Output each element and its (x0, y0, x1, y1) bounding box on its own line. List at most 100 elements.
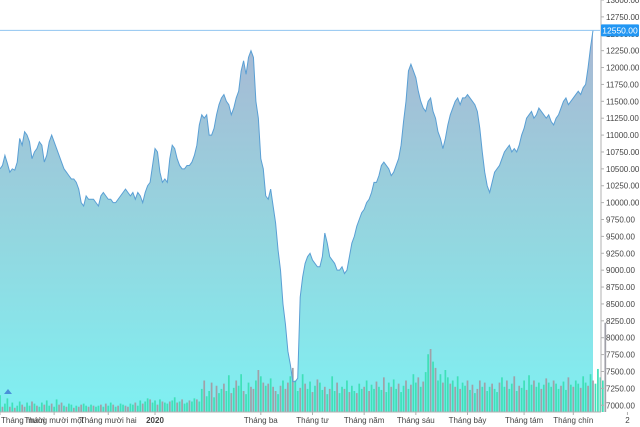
volume-bar (294, 380, 297, 412)
volume-bar (230, 393, 233, 412)
volume-bar (414, 382, 417, 412)
volume-bar (574, 380, 577, 412)
volume-bar (565, 389, 567, 412)
volume-bar (21, 404, 24, 412)
volume-bar (289, 376, 292, 412)
volume-bar (336, 382, 338, 412)
x-tick-label: Tháng mười một (24, 416, 84, 425)
volume-bar (390, 386, 393, 412)
volume-bar (63, 405, 65, 412)
volume-bar (314, 385, 316, 412)
volume-bar (109, 402, 112, 412)
volume-bar (87, 406, 90, 412)
y-tick-label: 7000.00 (606, 401, 635, 410)
volume-bar (200, 388, 203, 412)
volume-bar (545, 378, 548, 412)
volume-bar (392, 379, 395, 412)
volume-bar (491, 383, 493, 412)
volume-bar (471, 384, 474, 412)
volume-bar (161, 401, 164, 412)
y-tick-label: 11250.00 (606, 114, 639, 123)
volume-bar (144, 401, 147, 412)
volume-bar (242, 391, 245, 412)
volume-bar (331, 376, 334, 412)
volume-bar (208, 391, 211, 412)
volume-bar (102, 406, 105, 412)
volume-bar (407, 388, 410, 412)
volume-bar (456, 376, 459, 412)
volume-bar (250, 386, 252, 412)
volume-bar (264, 385, 267, 412)
volume-bar (8, 406, 11, 412)
volume-bar (380, 389, 383, 412)
volume-bar (316, 379, 319, 412)
volume-bar (540, 388, 543, 412)
volume-bar (36, 405, 38, 412)
volume-bar (333, 391, 336, 412)
volume-bar (515, 391, 518, 412)
volume-bar (478, 380, 481, 412)
volume-bar (397, 383, 400, 412)
volume-bar (520, 387, 523, 412)
volume-bar (523, 380, 525, 412)
volume-bar (405, 380, 407, 412)
volume-bar (104, 403, 107, 412)
volume-bar (518, 385, 521, 412)
y-tick-label: 7750.00 (606, 351, 635, 360)
volume-bar (274, 391, 277, 412)
volume-bar (191, 401, 193, 412)
current-price-label: 12550.00 (602, 25, 638, 35)
volume-bar (95, 406, 97, 412)
price-area (0, 30, 593, 412)
volume-bar (117, 405, 119, 412)
volume-bar (525, 389, 528, 412)
volume-bar (255, 380, 257, 412)
volume-bar (385, 392, 388, 412)
volume-bar (210, 382, 213, 412)
y-tick-label: 9250.00 (606, 249, 635, 258)
volume-bar (178, 401, 181, 412)
volume-bar (469, 389, 471, 412)
volume-bar (535, 386, 538, 412)
volume-bar (424, 372, 427, 412)
volume-bar (560, 385, 562, 412)
volume-bar (114, 406, 117, 412)
volume-bar (156, 404, 159, 412)
price-area-layer (0, 30, 593, 412)
volume-bar (149, 399, 151, 412)
volume-bar (346, 380, 348, 412)
volume-bar (164, 402, 166, 412)
volume-bar (326, 394, 329, 412)
volume-bar (90, 404, 92, 412)
volume-bar (107, 405, 110, 412)
volume-bar (186, 402, 188, 412)
volume-bar (23, 406, 26, 412)
volume-bar (351, 385, 353, 412)
volume-bars (0, 322, 607, 412)
volume-bar (538, 382, 540, 412)
volume-bar (592, 380, 594, 412)
volume-bar (33, 403, 36, 412)
y-tick-label: 9750.00 (606, 216, 635, 225)
volume-bar (141, 403, 144, 412)
volume-bar (363, 386, 366, 412)
volume-bar (26, 402, 28, 412)
volume-bar (0, 395, 1, 412)
volume-bar (183, 403, 186, 412)
x-tick-label: 2020 (146, 416, 164, 425)
volume-bar (262, 382, 265, 412)
volume-bar (296, 391, 299, 412)
volume-bar (304, 383, 306, 412)
volume-bar (547, 382, 550, 412)
volume-bar (506, 380, 508, 412)
volume-bar (496, 392, 498, 412)
volume-bar (321, 389, 324, 412)
volume-bar (476, 388, 479, 412)
volume-bar (173, 397, 176, 412)
volume-bar (493, 388, 496, 412)
volume-bar (134, 402, 137, 412)
y-tick-label: 11000.00 (606, 131, 639, 140)
volume-bar (205, 396, 208, 412)
volume-bar (601, 380, 604, 412)
volume-bar (38, 406, 41, 412)
